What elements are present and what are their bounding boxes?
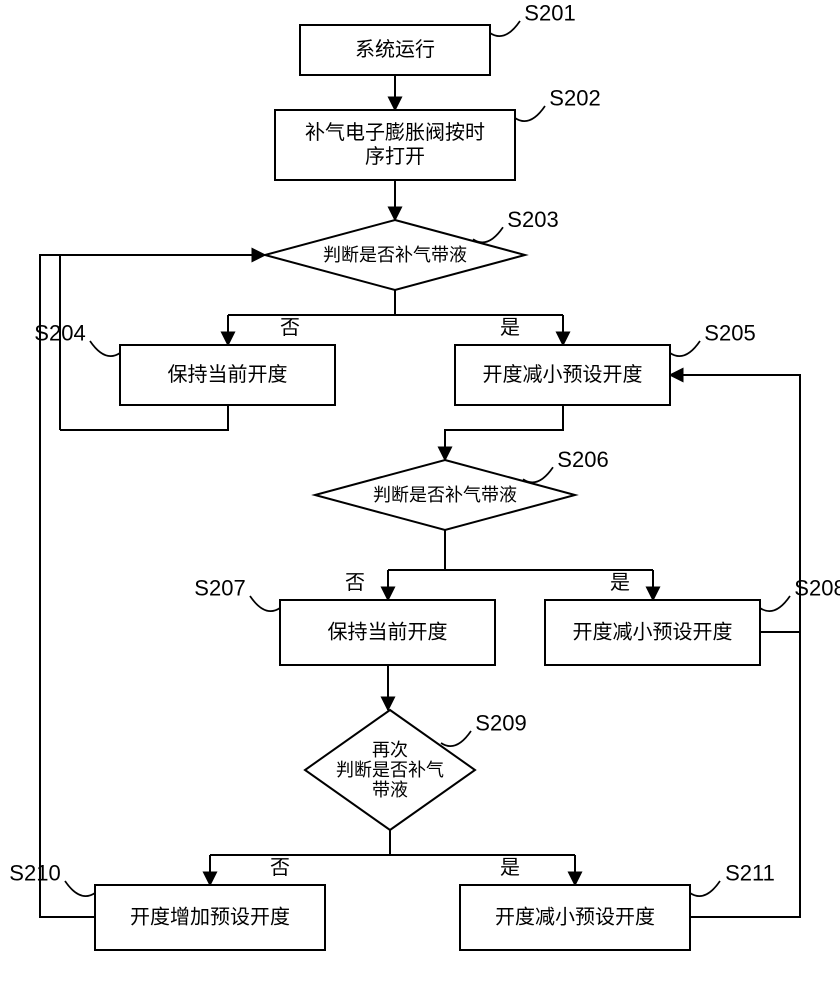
label-s205: S205 (704, 321, 755, 346)
text-s209: 带液 (372, 780, 408, 800)
text-s209: 判断是否补气 (336, 760, 444, 780)
text-s207: 保持当前开度 (328, 621, 448, 644)
label-s209: S209 (475, 711, 526, 736)
svg-text:是: 是 (610, 572, 630, 594)
label-s207: S207 (194, 576, 245, 601)
label-s210: S210 (9, 861, 60, 886)
text-s202: 序打开 (365, 145, 425, 168)
text-s201: 系统运行 (355, 38, 435, 61)
text-s208: 开度减小预设开度 (573, 621, 733, 644)
text-s203: 判断是否补气带液 (323, 245, 467, 265)
label-s211: S211 (725, 861, 775, 886)
text-s205: 开度减小预设开度 (483, 363, 643, 386)
label-s206: S206 (557, 447, 608, 472)
flowchart: 否是否是否是系统运行S201补气电子膨胀阀按时序打开S202判断是否补气带液S2… (0, 0, 840, 1000)
svg-text:是: 是 (500, 857, 520, 879)
label-s201: S201 (524, 1, 575, 26)
label-s208: S208 (794, 576, 840, 601)
label-s202: S202 (549, 86, 600, 111)
label-s204: S204 (34, 321, 85, 346)
svg-text:否: 否 (345, 572, 365, 594)
svg-text:否: 否 (270, 857, 290, 879)
text-s211: 开度减小预设开度 (495, 906, 655, 929)
text-s202: 补气电子膨胀阀按时 (305, 121, 485, 144)
svg-text:否: 否 (280, 317, 300, 339)
text-s206: 判断是否补气带液 (373, 485, 517, 505)
svg-text:是: 是 (500, 317, 520, 339)
text-s209: 再次 (372, 740, 408, 760)
text-s210: 开度增加预设开度 (130, 906, 290, 929)
label-s203: S203 (507, 207, 558, 232)
text-s204: 保持当前开度 (168, 363, 288, 386)
box-s202 (275, 110, 515, 180)
